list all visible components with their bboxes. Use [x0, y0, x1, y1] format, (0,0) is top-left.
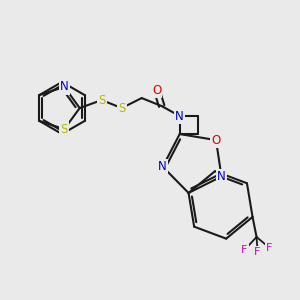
Text: F: F	[266, 243, 273, 253]
Text: S: S	[118, 102, 125, 115]
Text: S: S	[98, 94, 105, 106]
Text: N: N	[158, 160, 167, 173]
Text: N: N	[217, 170, 226, 183]
Text: O: O	[152, 84, 161, 97]
Text: F: F	[254, 247, 261, 257]
Text: N: N	[175, 110, 184, 123]
Text: O: O	[212, 134, 220, 147]
Text: F: F	[242, 245, 248, 255]
Text: S: S	[61, 123, 68, 136]
Text: N: N	[60, 80, 69, 93]
